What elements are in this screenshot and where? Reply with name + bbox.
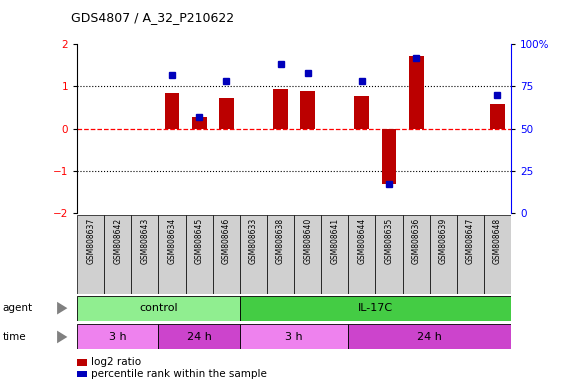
Text: GSM808646: GSM808646	[222, 218, 231, 265]
Bar	[430, 215, 457, 294]
Bar	[348, 215, 376, 294]
Bar	[159, 215, 186, 294]
Bar	[321, 215, 348, 294]
Bar	[403, 215, 430, 294]
Text: GSM808645: GSM808645	[195, 218, 204, 265]
Bar	[267, 215, 294, 294]
Text: GSM808643: GSM808643	[140, 218, 150, 265]
Text: 3 h: 3 h	[109, 332, 127, 342]
Text: agent: agent	[3, 303, 33, 313]
Bar	[240, 296, 511, 321]
Bar	[104, 215, 131, 294]
Text: GSM808635: GSM808635	[384, 218, 393, 265]
Text: GSM808637: GSM808637	[86, 218, 95, 265]
Text: percentile rank within the sample: percentile rank within the sample	[91, 369, 267, 379]
Text: GSM808639: GSM808639	[439, 218, 448, 265]
Bar	[77, 296, 240, 321]
Bar	[273, 89, 288, 129]
Bar	[294, 215, 321, 294]
Text: 24 h: 24 h	[417, 332, 442, 342]
Bar	[240, 215, 267, 294]
Text: GSM808638: GSM808638	[276, 218, 285, 264]
Text: GSM808641: GSM808641	[330, 218, 339, 264]
Text: GSM808644: GSM808644	[357, 218, 367, 265]
Text: GSM808634: GSM808634	[167, 218, 176, 265]
Bar	[484, 215, 511, 294]
Bar	[186, 215, 213, 294]
Bar	[159, 324, 240, 349]
Text: GSM808636: GSM808636	[412, 218, 421, 265]
Text: 24 h: 24 h	[187, 332, 212, 342]
Bar	[409, 56, 424, 129]
Bar	[457, 215, 484, 294]
Text: IL-17C: IL-17C	[358, 303, 393, 313]
Bar	[240, 324, 348, 349]
Text: GSM808648: GSM808648	[493, 218, 502, 264]
Bar	[131, 215, 159, 294]
Bar	[219, 98, 234, 129]
Bar	[376, 215, 403, 294]
Bar	[355, 96, 369, 129]
Bar	[348, 324, 511, 349]
Text: GDS4807 / A_32_P210622: GDS4807 / A_32_P210622	[71, 12, 235, 25]
Bar	[77, 324, 159, 349]
Text: GSM808633: GSM808633	[249, 218, 258, 265]
Bar	[192, 117, 207, 129]
Text: 3 h: 3 h	[286, 332, 303, 342]
Text: time: time	[3, 332, 26, 342]
Bar	[213, 215, 240, 294]
Bar	[77, 215, 104, 294]
Text: GSM808647: GSM808647	[466, 218, 475, 265]
Bar	[164, 93, 179, 129]
Bar	[300, 91, 315, 129]
Text: GSM808642: GSM808642	[113, 218, 122, 264]
Text: log2 ratio: log2 ratio	[91, 358, 142, 367]
Text: control: control	[139, 303, 178, 313]
Bar	[381, 129, 396, 184]
Bar	[490, 104, 505, 129]
Text: GSM808640: GSM808640	[303, 218, 312, 265]
